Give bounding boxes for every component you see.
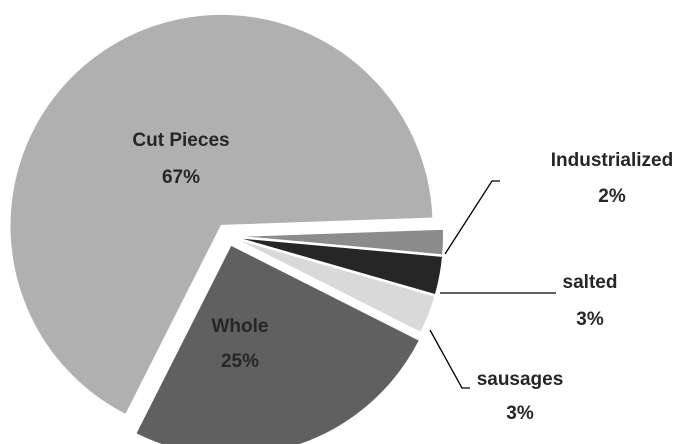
- slice-value-label: 25%: [221, 351, 259, 372]
- leader-line: [429, 329, 470, 389]
- slice-value-label: 67%: [162, 167, 200, 188]
- slice-label: salted: [563, 272, 618, 293]
- slice-label: Whole: [212, 316, 269, 337]
- pie-slice: [8, 12, 435, 417]
- pie-slice: [231, 236, 437, 335]
- leader-line: [444, 180, 500, 255]
- pie: [8, 12, 445, 444]
- labels: Industrialized 2% salted 3% sausages 3% Whole 2…: [132, 130, 673, 424]
- slice-label: Industrialized: [551, 150, 673, 171]
- slice-value-label: 3%: [506, 403, 534, 424]
- slice-label: Cut Pieces: [132, 130, 229, 151]
- pie-slice: [133, 243, 422, 444]
- slice-label: sausages: [477, 369, 564, 390]
- slice-value-label: 3%: [576, 309, 604, 330]
- slice-value-label: 2%: [598, 186, 626, 207]
